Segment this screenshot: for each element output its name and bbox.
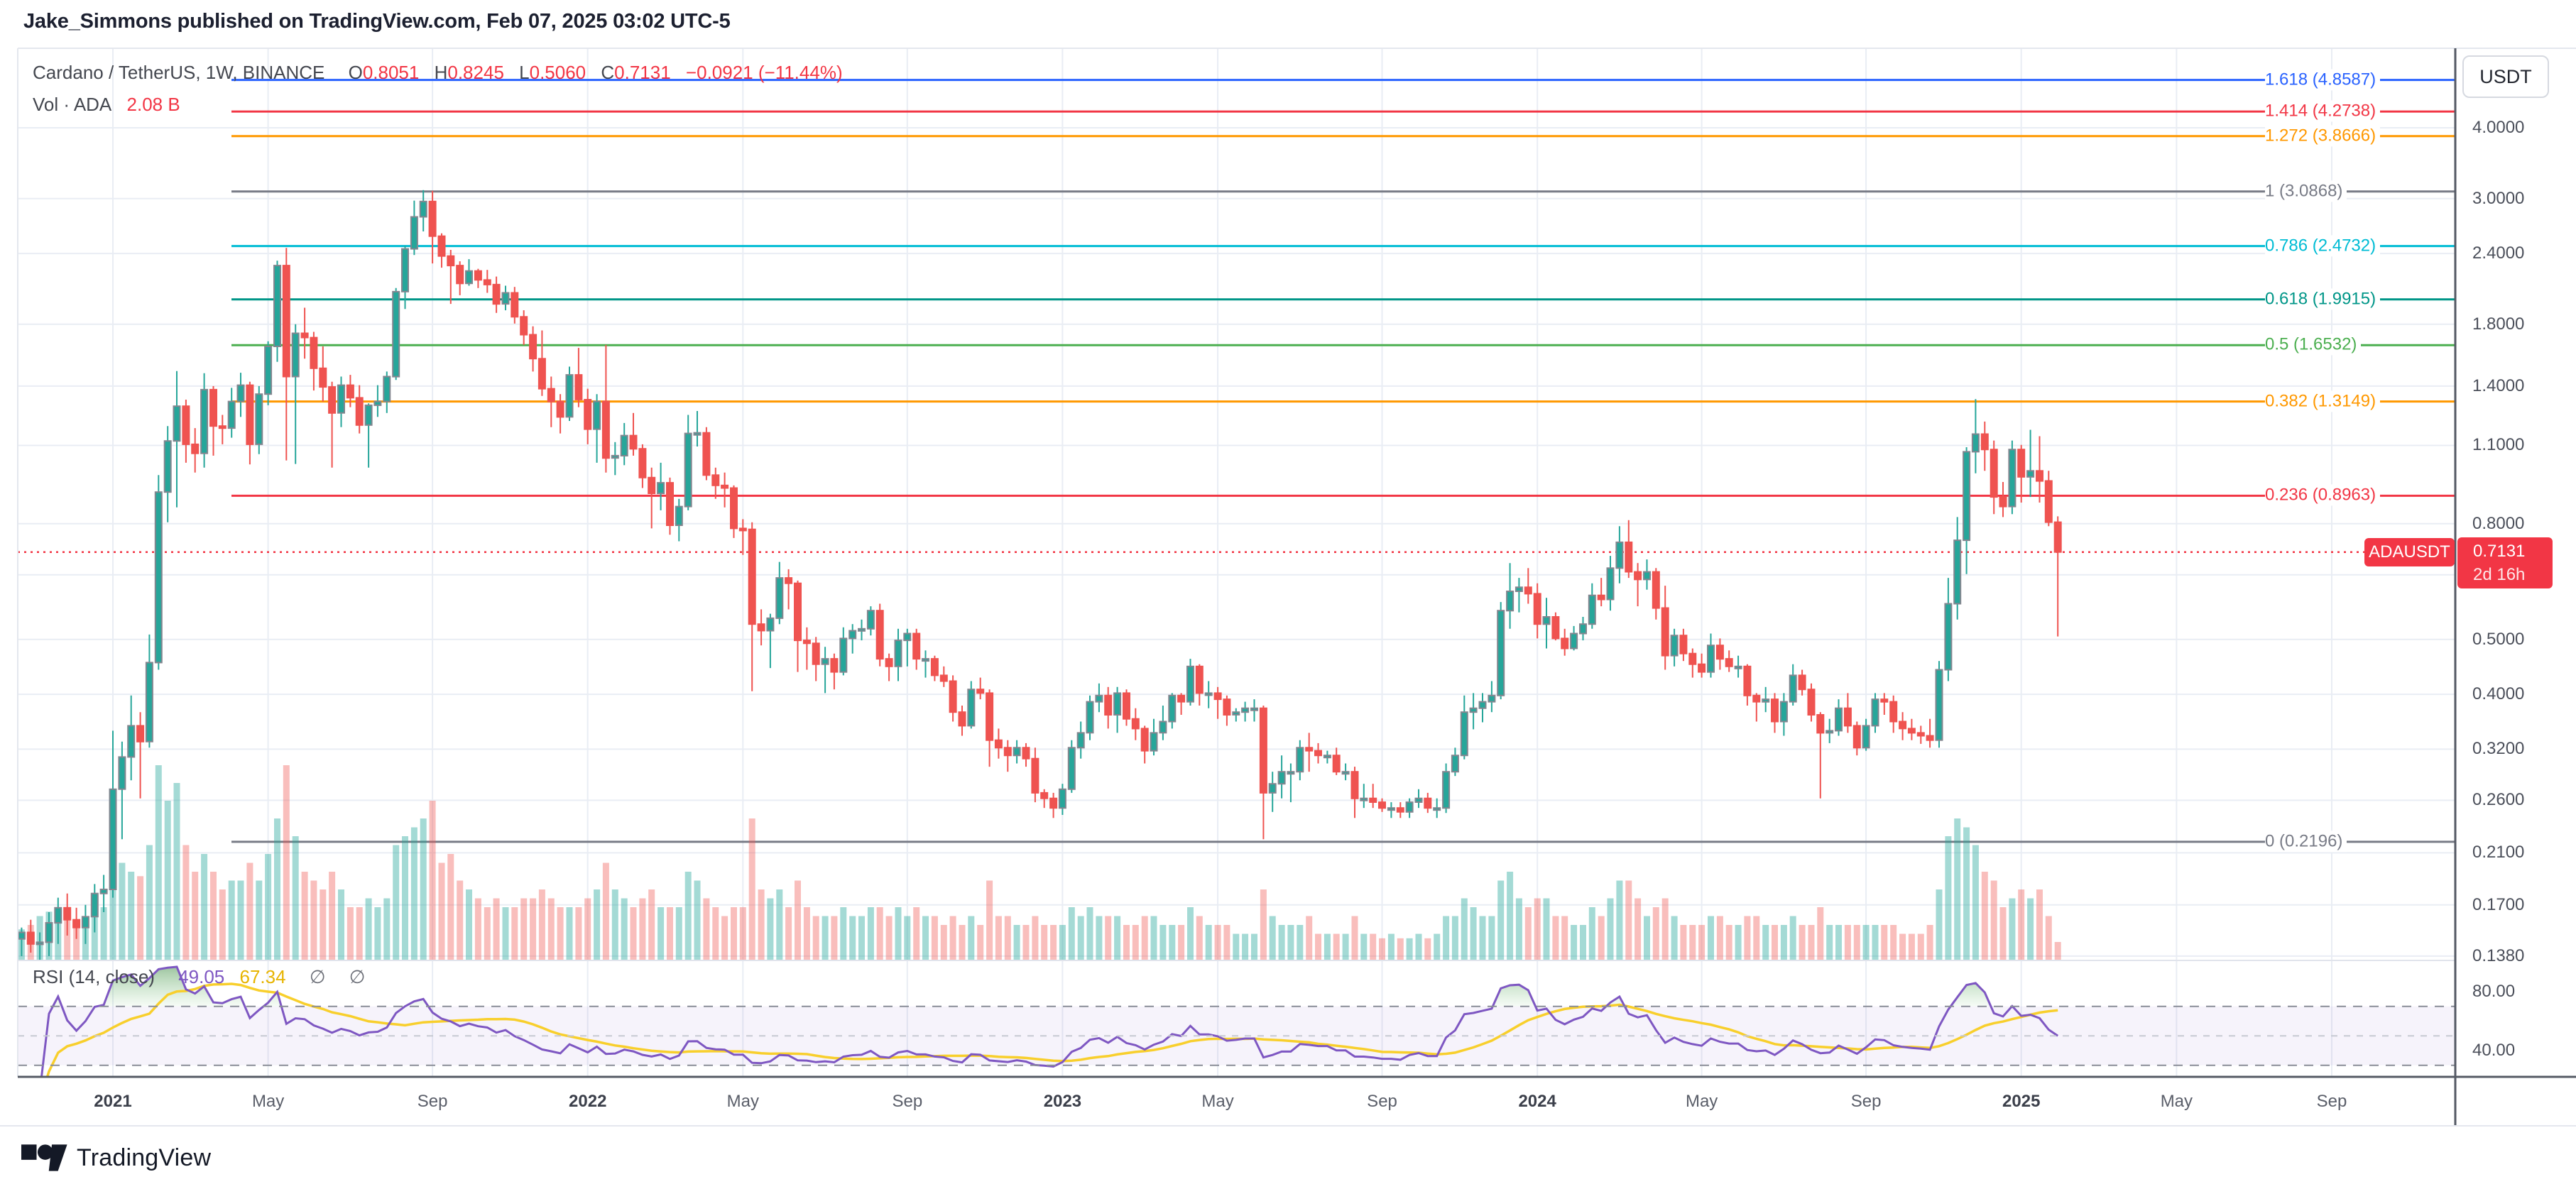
rsi-axis-tick: 80.00 — [2472, 982, 2516, 1001]
price-axis-tick: 0.1700 — [2472, 894, 2525, 914]
currency-label: USDT — [2479, 65, 2532, 87]
rsi-value: 49.05 — [178, 966, 225, 987]
price-axis-tick: 3.0000 — [2472, 188, 2525, 208]
price-axis-tick: 0.5000 — [2472, 629, 2525, 649]
price-axis-tick: 0.4000 — [2472, 684, 2525, 704]
ohlc-high-label: H — [434, 62, 448, 83]
current-price-value: 0.7131 — [2473, 542, 2526, 561]
ohlc-close-value: 0.7131 — [614, 62, 671, 83]
price-axis-tick: 0.2100 — [2472, 843, 2525, 862]
price-axis-tick: 0.2600 — [2472, 790, 2525, 810]
volume-value: 2.08 B — [126, 94, 180, 115]
symbol-price-pill: ADAUSDT — [2364, 538, 2455, 566]
time-axis-tick: May — [726, 1092, 759, 1111]
time-axis-tick: Sep — [1367, 1092, 1397, 1111]
price-axis-tick: 2.4000 — [2472, 243, 2525, 263]
currency-toggle-button[interactable]: USDT — [2462, 55, 2549, 98]
time-axis-tick: May — [1685, 1092, 1718, 1111]
fib-level-label: 0.236 (0.8963) — [2265, 484, 2381, 506]
change-value: −0.0921 (−11.44%) — [685, 62, 843, 83]
price-axis-tick: 1.8000 — [2472, 314, 2525, 334]
ohlc-open-label: O — [348, 62, 363, 83]
time-axis-tick: 2025 — [2002, 1092, 2041, 1111]
fib-level-label: 1.618 (4.8587) — [2265, 68, 2381, 90]
price-axis-tick: 1.1000 — [2472, 435, 2525, 455]
price-axis-tick: 1.4000 — [2472, 376, 2525, 395]
price-axis-tick: 0.3200 — [2472, 739, 2525, 759]
symbol-title[interactable]: Cardano / TetherUS, 1W, BINANCE — [33, 62, 325, 83]
tradingview-logo[interactable]: TradingView — [21, 1137, 211, 1178]
time-axis-tick: 2023 — [1043, 1092, 1082, 1111]
rsi-ma-value: 67.34 — [239, 966, 286, 987]
price-axis-tick: 0.8000 — [2472, 513, 2525, 533]
publish-caption: Jake_Simmons published on TradingView.co… — [23, 10, 731, 33]
time-axis-tick: Sep — [1850, 1092, 1882, 1111]
price-axis-tick: 4.0000 — [2472, 118, 2525, 137]
price-axis-tick: 0.1380 — [2472, 946, 2525, 965]
rsi-title[interactable]: RSI (14, close) — [33, 966, 155, 987]
time-axis-tick: Sep — [2316, 1092, 2347, 1111]
fib-level-label: 0 (0.2196) — [2265, 831, 2347, 853]
time-axis-tick: 2021 — [94, 1092, 132, 1111]
time-axis-tick: Sep — [417, 1092, 448, 1111]
volume-legend: Vol · ADA 2.08 B — [33, 94, 180, 116]
rsi-legend: RSI (14, close) 49.05 67.34 ∅ ∅ — [33, 966, 365, 988]
time-axis-tick: 2022 — [569, 1092, 607, 1111]
ohlc-close-label: C — [601, 62, 615, 83]
fib-level-label: 0.618 (1.9915) — [2265, 288, 2381, 310]
fib-level-label: 0.382 (1.3149) — [2265, 390, 2381, 412]
ohlc-low-value: 0.5060 — [529, 62, 586, 83]
fib-level-label: 1.272 (3.8666) — [2265, 125, 2381, 147]
fib-level-label: 1 (3.0868) — [2265, 180, 2347, 202]
time-axis-tick: Sep — [892, 1092, 923, 1111]
time-axis-tick: 2024 — [1518, 1092, 1556, 1111]
fib-level-label: 1.414 (4.2738) — [2265, 100, 2381, 122]
symbol-legend: Cardano / TetherUS, 1W, BINANCE O0.8051 … — [33, 62, 843, 84]
ohlc-open-value: 0.8051 — [362, 62, 420, 83]
ohlc-low-label: L — [519, 62, 530, 83]
bar-countdown: 2d 16h — [2473, 565, 2526, 584]
fib-level-label: 0.5 (1.6532) — [2265, 334, 2362, 356]
rsi-axis-tick: 40.00 — [2472, 1041, 2516, 1060]
time-axis-tick: May — [1201, 1092, 1234, 1111]
time-axis-tick: May — [2160, 1092, 2193, 1111]
symbol-pill-label: ADAUSDT — [2369, 542, 2450, 561]
volume-label[interactable]: Vol · ADA — [33, 94, 112, 115]
rsi-empty-icon-1: ∅ — [309, 966, 326, 987]
ohlc-high-value: 0.8245 — [447, 62, 504, 83]
current-price-badge: 0.7131 2d 16h — [2457, 537, 2553, 588]
fib-level-label: 0.786 (2.4732) — [2265, 235, 2381, 257]
tradingview-logo-text: TradingView — [77, 1144, 212, 1171]
tradingview-logo-icon — [21, 1144, 67, 1171]
time-axis-tick: May — [251, 1092, 285, 1111]
rsi-empty-icon-2: ∅ — [349, 966, 366, 987]
